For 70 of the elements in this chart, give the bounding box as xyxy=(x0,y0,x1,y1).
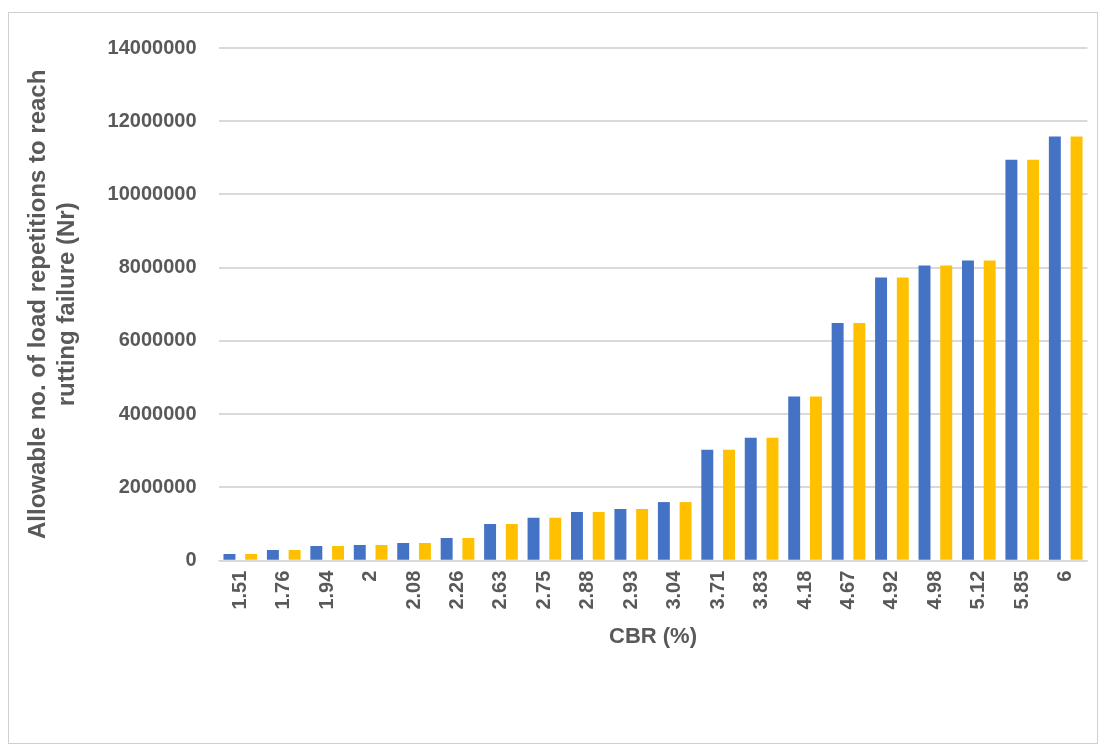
bar xyxy=(853,323,866,560)
bar xyxy=(614,509,627,560)
bar xyxy=(484,524,497,560)
y-tick-label: 0 xyxy=(185,548,197,571)
bar xyxy=(766,437,779,560)
bar xyxy=(744,437,757,560)
bar xyxy=(1070,136,1083,560)
x-tick-label: 5.85 xyxy=(1009,570,1032,610)
x-tick-label: 1.94 xyxy=(314,569,337,610)
bar xyxy=(723,449,735,560)
bar xyxy=(1027,159,1040,560)
bar xyxy=(983,260,996,560)
bar xyxy=(592,511,605,560)
x-tick-label: 4.67 xyxy=(836,570,859,610)
bar xyxy=(875,277,888,560)
bar xyxy=(549,517,562,560)
bar xyxy=(961,260,974,560)
x-tick-label: 2.88 xyxy=(575,570,598,610)
bar xyxy=(310,546,323,560)
bar xyxy=(809,396,822,560)
bar xyxy=(679,502,692,560)
bar xyxy=(462,537,475,560)
bar xyxy=(940,265,953,560)
y-tick-label: 8000000 xyxy=(118,255,197,278)
x-tick-label: 2.63 xyxy=(488,570,511,610)
x-tick-label: 4.92 xyxy=(879,570,902,610)
x-tick-label: 2 xyxy=(358,570,381,582)
bar xyxy=(527,517,540,560)
y-axis-title: Allowable no. of load repetitions to reach rutting failure (Nr) xyxy=(23,69,79,540)
x-tick-label: 6 xyxy=(1053,570,1076,582)
bar xyxy=(375,544,388,560)
y-tick-label: 14000000 xyxy=(107,35,197,58)
y-tick-label: 2000000 xyxy=(118,474,197,497)
bar xyxy=(223,554,236,560)
bar xyxy=(788,396,801,560)
y-tick-label: 10000000 xyxy=(107,181,197,204)
bar xyxy=(397,543,410,560)
bar xyxy=(440,537,453,560)
y-tick-label: 6000000 xyxy=(118,328,197,351)
bar xyxy=(332,546,345,560)
x-tick-label: 3.04 xyxy=(662,569,685,610)
x-tick-label: 2.93 xyxy=(618,570,641,610)
x-tick-label: 1.51 xyxy=(227,570,250,610)
bar xyxy=(418,543,431,560)
bar xyxy=(831,323,844,560)
bar xyxy=(918,265,931,560)
bar xyxy=(1005,159,1018,560)
bar xyxy=(1048,136,1061,560)
x-tick-label: 4.98 xyxy=(922,570,945,610)
x-tick-label: 3.83 xyxy=(749,570,772,610)
bar xyxy=(505,524,518,560)
x-tick-label: 2.26 xyxy=(445,570,468,610)
x-tick-label: 3.71 xyxy=(705,570,728,610)
x-tick-label: 2.75 xyxy=(531,570,554,610)
y-tick-label: 12000000 xyxy=(107,108,197,131)
x-tick-label: 5.12 xyxy=(966,570,989,610)
bar xyxy=(701,449,714,560)
bar xyxy=(896,277,909,560)
x-tick-label: 1.76 xyxy=(271,570,294,610)
x-axis-title: CBR (%) xyxy=(609,622,697,648)
y-tick-label: 4000000 xyxy=(118,401,197,424)
x-tick-label: 2.08 xyxy=(401,570,424,610)
bar xyxy=(288,550,301,560)
bar xyxy=(636,509,649,560)
x-tick-label: 4.18 xyxy=(792,570,815,610)
bar xyxy=(353,544,366,560)
bar xyxy=(245,554,258,560)
bar xyxy=(266,550,279,560)
bar xyxy=(571,511,583,560)
bar xyxy=(657,502,670,560)
